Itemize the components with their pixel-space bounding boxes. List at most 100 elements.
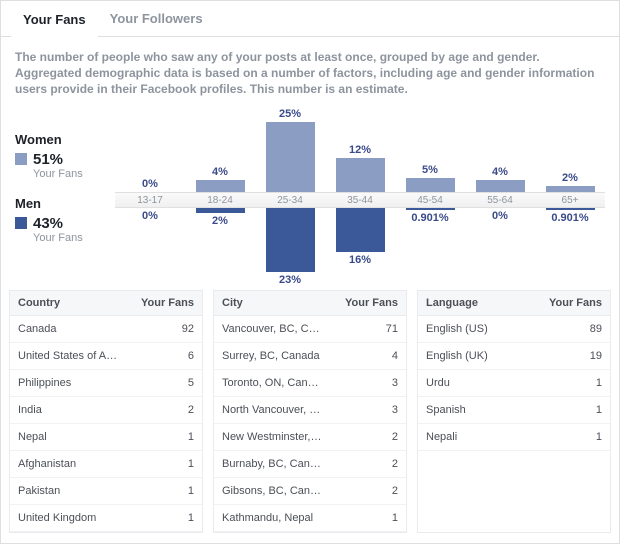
chart-legend: Women 51% Your Fans Men 43% Your Fans [15,124,115,260]
table-row[interactable]: Toronto, ON, Canada3 [214,369,406,396]
table-row[interactable]: Pakistan1 [10,477,202,504]
table-row[interactable]: Burnaby, BC, Canada2 [214,450,406,477]
bar-men [336,208,385,253]
table-row[interactable]: Vancouver, BC, Canada71 [214,315,406,342]
table-row[interactable]: United States of America6 [10,342,202,369]
pct-men: 0.901% [535,212,605,224]
insights-panel: Your Fans Your Followers The number of p… [0,0,620,544]
axis-bucket: 65+ [535,193,605,207]
cell-value: 3 [332,396,406,423]
cell-value: 1 [128,504,202,531]
cell-label: Afghanistan [10,450,128,477]
cell-label: Vancouver, BC, Canada [214,315,332,342]
cell-value: 92 [128,315,202,342]
cell-label: English (US) [418,315,520,342]
cell-label: English (UK) [418,342,520,369]
table-row[interactable]: Nepal1 [10,423,202,450]
legend-men-label: Men [15,196,115,211]
legend-women: Women 51% Your Fans [15,132,115,180]
th-city[interactable]: City [214,291,332,316]
cell-value: 6 [128,342,202,369]
pct-women: 4% [465,166,535,178]
axis-bucket: 25-34 [255,193,325,207]
pct-men: 16% [325,254,395,266]
cell-label: Philippines [10,369,128,396]
table-row[interactable]: Afghanistan1 [10,450,202,477]
cell-value: 1 [332,504,406,531]
demographics-chart: Women 51% Your Fans Men 43% Your Fans 0%… [1,106,619,290]
table-row[interactable]: Urdu1 [418,369,610,396]
cell-value: 1 [520,423,610,450]
cell-label: India [10,396,128,423]
breakdown-tables: Country Your Fans Canada92United States … [1,290,619,543]
legend-men-pct: 43% [33,215,63,232]
table-row[interactable]: United Kingdom1 [10,504,202,531]
th-country[interactable]: Country [10,291,128,316]
bar-men [196,208,245,214]
table-row[interactable]: North Vancouver, BC, …3 [214,396,406,423]
th-city-fans[interactable]: Your Fans [332,291,406,316]
cell-value: 2 [332,423,406,450]
pct-men: 0% [115,210,185,222]
cell-label: Toronto, ON, Canada [214,369,332,396]
pct-women: 4% [185,166,255,178]
legend-women-swatch [15,153,27,165]
bar-women [406,178,455,192]
table-row[interactable]: Spanish1 [418,396,610,423]
pct-women: 5% [395,164,465,176]
legend-men-swatch [15,217,27,229]
th-language[interactable]: Language [418,291,520,316]
axis-bucket: 18-24 [185,193,255,207]
cell-label: New Westminster, BC, … [214,423,332,450]
table-language: Language Your Fans English (US)89English… [417,290,611,533]
table-row[interactable]: New Westminster, BC, …2 [214,423,406,450]
axis-bucket: 55-64 [465,193,535,207]
bar-men [546,208,595,211]
table-country: Country Your Fans Canada92United States … [9,290,203,533]
bar-women [336,158,385,192]
table-row[interactable]: English (UK)19 [418,342,610,369]
cell-value: 1 [520,369,610,396]
cell-value: 2 [128,396,202,423]
cell-value: 19 [520,342,610,369]
cell-value: 3 [332,369,406,396]
cell-label: Kathmandu, Nepal [214,504,332,531]
table-city: City Your Fans Vancouver, BC, Canada71Su… [213,290,407,533]
table-row[interactable]: Gibsons, BC, Canada2 [214,477,406,504]
table-row[interactable]: India2 [10,396,202,423]
cell-label: Pakistan [10,477,128,504]
axis-bucket: 35-44 [325,193,395,207]
tab-your-followers[interactable]: Your Followers [98,1,215,36]
cell-value: 2 [332,450,406,477]
th-country-fans[interactable]: Your Fans [128,291,202,316]
cell-value: 71 [332,315,406,342]
bar-women [196,180,245,191]
pct-women: 0% [115,178,185,190]
bar-women [476,180,525,191]
tabs: Your Fans Your Followers [1,1,619,37]
cell-label: United Kingdom [10,504,128,531]
cell-label: Spanish [418,396,520,423]
tab-your-fans[interactable]: Your Fans [11,2,98,37]
table-row[interactable]: Kathmandu, Nepal1 [214,504,406,531]
legend-men: Men 43% Your Fans [15,196,115,244]
cell-value: 1 [128,423,202,450]
table-row[interactable]: Surrey, BC, Canada4 [214,342,406,369]
cell-label: United States of America [10,342,128,369]
pct-women: 12% [325,144,395,156]
axis-bucket: 13-17 [115,193,185,207]
cell-value: 1 [128,450,202,477]
axis-bucket: 45-54 [395,193,465,207]
table-row[interactable]: Canada92 [10,315,202,342]
pct-women: 2% [535,172,605,184]
cell-label: Urdu [418,369,520,396]
cell-value: 4 [332,342,406,369]
table-row[interactable]: English (US)89 [418,315,610,342]
bar-men [266,208,315,272]
table-row[interactable]: Philippines5 [10,369,202,396]
cell-label: Nepali [418,423,520,450]
bar-women [266,122,315,192]
table-row[interactable]: Nepali1 [418,423,610,450]
th-language-fans[interactable]: Your Fans [520,291,610,316]
pct-women: 25% [255,108,325,120]
